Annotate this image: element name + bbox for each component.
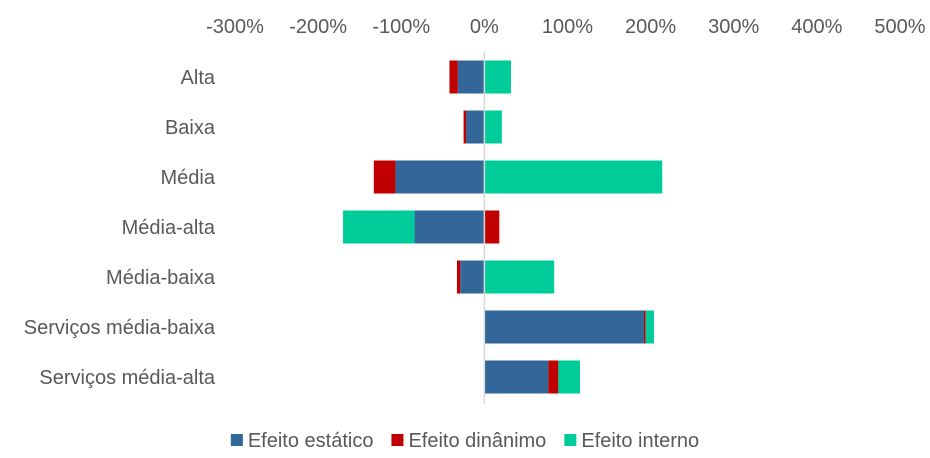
- x-tick-label: 400%: [791, 16, 842, 38]
- bar-segment: [484, 160, 663, 194]
- bar-segment: [395, 160, 485, 194]
- x-tick-label: -200%: [289, 16, 347, 38]
- x-tick-label: 0%: [470, 16, 499, 38]
- category-label: Serviços média-alta: [39, 367, 216, 389]
- bar-segment: [548, 360, 559, 394]
- bar-segment: [463, 110, 467, 144]
- category-label: Baixa: [165, 117, 216, 139]
- x-tick-label: 100%: [542, 16, 593, 38]
- legend: Efeito estático Efeito dinânimo Efeito int…: [230, 430, 699, 452]
- bar-segment: [449, 60, 458, 94]
- bar-segment: [414, 210, 485, 244]
- legend-item: Efeito dinânimo: [391, 430, 546, 452]
- bar-segment: [484, 310, 644, 344]
- bar-segment: [456, 260, 461, 294]
- bar-segment: [484, 360, 549, 394]
- bar-segment: [484, 260, 555, 294]
- bar-segment: [373, 160, 396, 194]
- bar-segment: [558, 360, 580, 394]
- bars: [343, 60, 663, 394]
- bar-segment: [645, 310, 654, 344]
- legend-swatch: [230, 434, 243, 446]
- legend-label: Efeito dinânimo: [408, 430, 546, 452]
- legend-item: Efeito interno: [564, 430, 699, 452]
- category-label: Média-alta: [122, 217, 216, 239]
- x-tick-label: 300%: [708, 16, 759, 38]
- x-axis-ticks: -300% -200% -100% 0% 100% 200% 300% 400% 500%: [206, 16, 926, 38]
- legend-label: Efeito estático: [248, 430, 374, 452]
- bar-segment: [343, 210, 415, 244]
- bar-segment: [466, 110, 485, 144]
- bar-segment: [484, 60, 511, 94]
- bar-segment: [484, 210, 500, 244]
- x-tick-label: 500%: [874, 16, 925, 38]
- category-label: Média: [161, 167, 216, 189]
- bar-segment: [484, 110, 502, 144]
- category-label: Serviços média-baixa: [24, 317, 216, 339]
- category-labels: Alta Baixa Média Média-alta Média-baixa Servi…: [24, 67, 216, 389]
- category-label: Alta: [181, 67, 216, 89]
- legend-item: Efeito estático: [230, 430, 374, 452]
- category-label: Média-baixa: [106, 267, 216, 289]
- x-tick-label: -300%: [206, 16, 264, 38]
- x-tick-label: 200%: [625, 16, 676, 38]
- legend-swatch: [391, 434, 404, 446]
- x-tick-label: -100%: [372, 16, 430, 38]
- bar-segment: [460, 260, 485, 294]
- bar-segment: [643, 310, 646, 344]
- legend-swatch: [564, 434, 577, 446]
- bar-segment: [457, 60, 485, 94]
- legend-label: Efeito interno: [581, 430, 699, 452]
